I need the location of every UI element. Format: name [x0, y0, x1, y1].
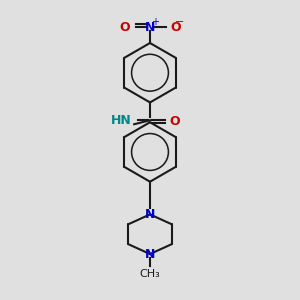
Text: N: N	[145, 208, 155, 221]
Text: O: O	[120, 21, 130, 34]
Text: HN: HN	[110, 114, 131, 127]
Text: N: N	[145, 248, 155, 260]
Text: O: O	[171, 21, 182, 34]
Text: +: +	[151, 17, 159, 27]
Text: N: N	[145, 21, 155, 34]
Text: O: O	[170, 115, 180, 128]
Text: −: −	[175, 17, 184, 27]
Text: CH₃: CH₃	[140, 269, 160, 279]
